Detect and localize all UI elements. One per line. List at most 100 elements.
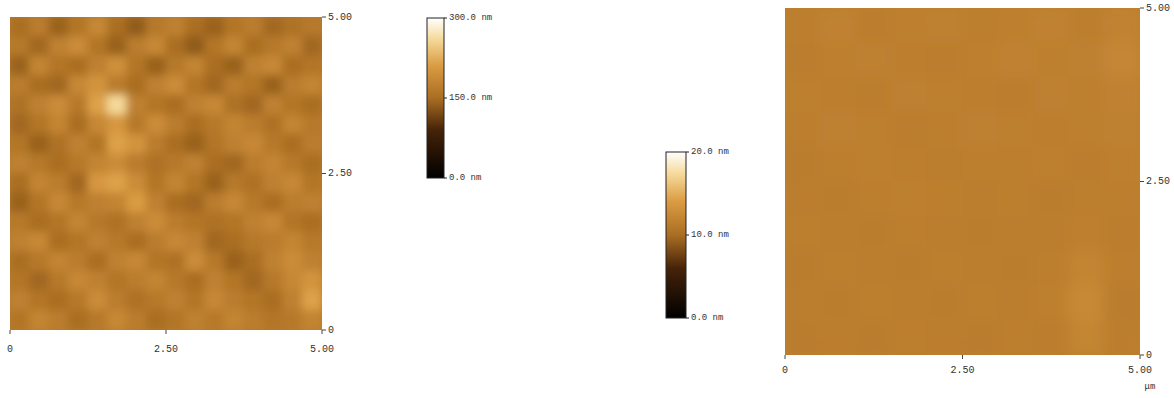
cell <box>263 95 284 116</box>
cell <box>49 232 70 253</box>
cell <box>244 95 265 116</box>
x-tick-label: 2.50 <box>154 344 178 355</box>
cell <box>302 134 322 155</box>
cell <box>998 285 1035 321</box>
cell <box>820 77 857 113</box>
cell <box>127 114 148 135</box>
cell <box>244 75 265 96</box>
cell <box>185 153 206 174</box>
cell <box>244 114 265 135</box>
cell <box>127 153 148 174</box>
cell <box>10 193 30 214</box>
cell <box>224 271 245 292</box>
cell <box>107 310 128 330</box>
cell <box>224 193 245 214</box>
cell <box>224 310 245 330</box>
cell <box>962 216 999 252</box>
cell <box>146 95 167 116</box>
cell <box>1069 250 1106 286</box>
cell <box>891 320 928 355</box>
y-tick <box>322 17 326 18</box>
cell <box>998 8 1035 43</box>
cell <box>88 17 109 37</box>
cell <box>107 290 128 311</box>
cell <box>185 17 206 37</box>
cell <box>927 285 964 321</box>
cell <box>302 95 322 116</box>
cell <box>302 193 322 214</box>
cell <box>88 232 109 253</box>
cell <box>1104 8 1140 43</box>
cell <box>302 75 322 96</box>
cell <box>88 36 109 57</box>
cell <box>146 271 167 292</box>
cell <box>29 36 50 57</box>
cell <box>166 56 187 77</box>
cell <box>49 193 70 214</box>
cell <box>785 77 821 113</box>
cell <box>127 193 148 214</box>
x-tick <box>166 330 167 334</box>
cell <box>205 271 226 292</box>
cell <box>88 310 109 330</box>
cell <box>244 290 265 311</box>
cell <box>68 193 89 214</box>
cell <box>263 134 284 155</box>
cell <box>166 251 187 272</box>
cell <box>302 114 322 135</box>
cell <box>224 134 245 155</box>
cell <box>146 212 167 233</box>
cell <box>283 95 304 116</box>
y-tick-label: 2.50 <box>1146 176 1170 187</box>
colorbar-tick <box>444 18 447 19</box>
cell <box>107 134 128 155</box>
cell <box>107 173 128 194</box>
cell <box>998 112 1035 148</box>
cell <box>29 153 50 174</box>
cell <box>88 251 109 272</box>
cell <box>856 42 893 78</box>
cell <box>205 310 226 330</box>
cell <box>263 36 284 57</box>
cell <box>29 114 50 135</box>
cell <box>88 56 109 77</box>
cell <box>927 250 964 286</box>
cell <box>185 193 206 214</box>
cell <box>224 95 245 116</box>
y-tick <box>322 173 326 174</box>
cell <box>127 232 148 253</box>
x-tick-label: 2.50 <box>950 365 974 376</box>
cell <box>29 212 50 233</box>
cell <box>244 212 265 233</box>
cell <box>185 75 206 96</box>
cell <box>1069 320 1106 355</box>
cell <box>283 75 304 96</box>
cell <box>263 251 284 272</box>
cell <box>263 271 284 292</box>
cell <box>1104 320 1140 355</box>
cell <box>283 173 304 194</box>
y-tick <box>1140 355 1144 356</box>
cell <box>1033 285 1070 321</box>
cell <box>49 251 70 272</box>
cell <box>10 212 30 233</box>
cell <box>244 17 265 37</box>
cell <box>185 134 206 155</box>
cell <box>263 153 284 174</box>
cell <box>185 114 206 135</box>
cell <box>1069 77 1106 113</box>
cell <box>1104 250 1140 286</box>
cell <box>244 153 265 174</box>
cell <box>820 181 857 217</box>
cell <box>166 114 187 135</box>
cell <box>10 56 30 77</box>
cell <box>1104 42 1140 78</box>
x-axis-label: μm <box>1145 382 1156 392</box>
cell <box>166 212 187 233</box>
cell <box>785 8 821 43</box>
cell <box>146 153 167 174</box>
cell <box>166 193 187 214</box>
colorbar-tick-label: 0.0 nm <box>691 313 723 323</box>
cell <box>49 153 70 174</box>
cell <box>205 114 226 135</box>
